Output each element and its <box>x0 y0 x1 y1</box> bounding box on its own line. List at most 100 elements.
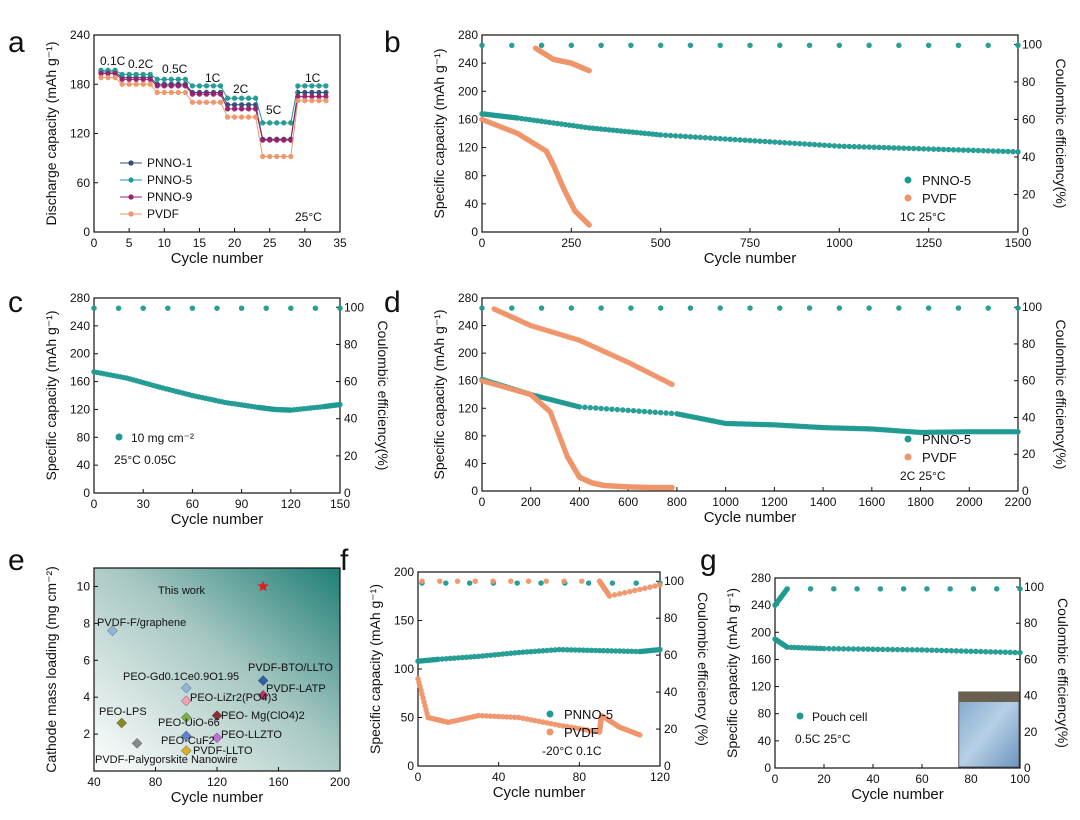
data-point <box>260 120 266 126</box>
efficiency-point <box>657 42 664 49</box>
data-point <box>126 71 132 78</box>
data-point <box>211 732 223 744</box>
efficiency-point <box>652 583 658 589</box>
efficiency-point <box>807 586 814 592</box>
y-tick-label: 0 <box>83 225 90 239</box>
data-point <box>302 98 308 104</box>
y2-axis-label: Coulombic efficiency(%) <box>1055 598 1071 748</box>
data-point <box>168 89 174 96</box>
y-tick-label: 180 <box>70 77 90 91</box>
legend-marker <box>904 176 912 184</box>
data-point <box>196 83 203 89</box>
data-point <box>126 81 132 87</box>
data-point <box>281 120 287 126</box>
y-tick-label: 280 <box>458 291 478 305</box>
capacity-point <box>948 647 955 654</box>
data-point <box>231 95 238 101</box>
capacity-point <box>945 146 952 153</box>
legend-marker <box>546 710 554 718</box>
efficiency-point <box>925 305 932 311</box>
efficiency-point <box>1015 42 1021 49</box>
efficiency-point <box>896 305 902 311</box>
x-tick-label: 15 <box>193 236 207 250</box>
y2-tick-label: 0 <box>1022 484 1029 498</box>
data-point <box>133 81 139 87</box>
y-tick-label: 160 <box>70 375 90 389</box>
legend-marker <box>904 194 912 202</box>
efficiency-point <box>561 578 567 584</box>
point-label: PEO-LPS <box>99 706 147 718</box>
data-point <box>168 83 174 89</box>
condition-label: 25°C 0.05C <box>114 453 177 467</box>
efficiency-point <box>985 305 991 311</box>
y-tick-label: 4 <box>83 690 90 704</box>
efficiency-point <box>777 305 783 311</box>
capacity-point <box>757 138 763 144</box>
x-tick-label: 1000 <box>712 495 739 509</box>
capacity-point <box>722 136 728 142</box>
capacity-point <box>826 645 832 652</box>
capacity-point <box>871 144 877 151</box>
y-tick-label: 200 <box>394 565 414 579</box>
y-tick-label: 80 <box>77 430 91 444</box>
data-point <box>133 71 139 78</box>
capacity-point <box>630 407 637 414</box>
efficiency-point <box>717 305 723 311</box>
efficiency-point <box>585 580 592 586</box>
y-tick-label: 0 <box>83 486 90 500</box>
capacity-point <box>915 145 922 152</box>
y-tick-label: 240 <box>70 319 90 333</box>
capacity-point <box>875 646 881 653</box>
data-point <box>196 99 203 105</box>
capacity-point <box>1015 149 1021 155</box>
capacity-point <box>836 143 843 149</box>
efficiency-point <box>657 305 664 311</box>
capacity-point <box>876 144 882 151</box>
data-point <box>180 682 192 694</box>
efficiency-point <box>165 305 171 311</box>
data-point <box>140 71 146 78</box>
efficiency-point <box>669 381 675 388</box>
point-label: PVDF-LLTO <box>193 745 253 757</box>
capacity-point <box>860 646 866 652</box>
x-tick-label: 30 <box>298 236 312 250</box>
efficiency-point <box>479 305 485 311</box>
point-label: PEO-LiZr2(PO4)3 <box>190 692 277 704</box>
plot-frame <box>93 297 341 494</box>
capacity-point <box>881 144 887 151</box>
x-tick-label: 2200 <box>1005 495 1032 509</box>
capacity-point <box>997 649 1004 655</box>
capacity-point <box>914 647 920 653</box>
point-label: PEO-Gd0.1Ce0.9O1.95 <box>123 671 239 683</box>
x-axis-label: Cycle number <box>493 784 586 801</box>
capacity-point <box>1010 148 1016 155</box>
legend-entry: PVDF <box>564 725 599 740</box>
capacity-point <box>712 135 719 142</box>
capacity-point <box>816 142 823 148</box>
legend-marker <box>796 712 804 720</box>
data-point <box>231 114 238 120</box>
capacity-point <box>943 647 950 654</box>
efficiency-point <box>642 585 648 592</box>
y-tick-label: 200 <box>70 347 90 361</box>
y-tick-label: 0 <box>471 225 478 239</box>
capacity-point <box>968 648 974 655</box>
efficiency-point <box>747 42 753 49</box>
data-point <box>182 89 189 96</box>
y2-tick-label: 20 <box>1022 447 1036 461</box>
efficiency-point <box>514 580 520 586</box>
capacity-point <box>801 141 808 147</box>
capacity-point <box>767 139 773 145</box>
capacity-point <box>762 138 768 145</box>
capacity-point <box>904 646 911 653</box>
y-tick-label: 10 <box>77 579 91 593</box>
y-axis-label: Discharge capacity (mAh g⁻¹) <box>43 41 59 225</box>
data-point <box>126 76 132 82</box>
capacity-point <box>987 649 994 655</box>
capacity-point <box>835 646 842 652</box>
x-axis-label: Cycle number <box>171 511 264 528</box>
legend-entry: 10 mg cm⁻² <box>131 431 194 445</box>
data-point <box>217 91 224 97</box>
capacity-point <box>1002 649 1009 655</box>
